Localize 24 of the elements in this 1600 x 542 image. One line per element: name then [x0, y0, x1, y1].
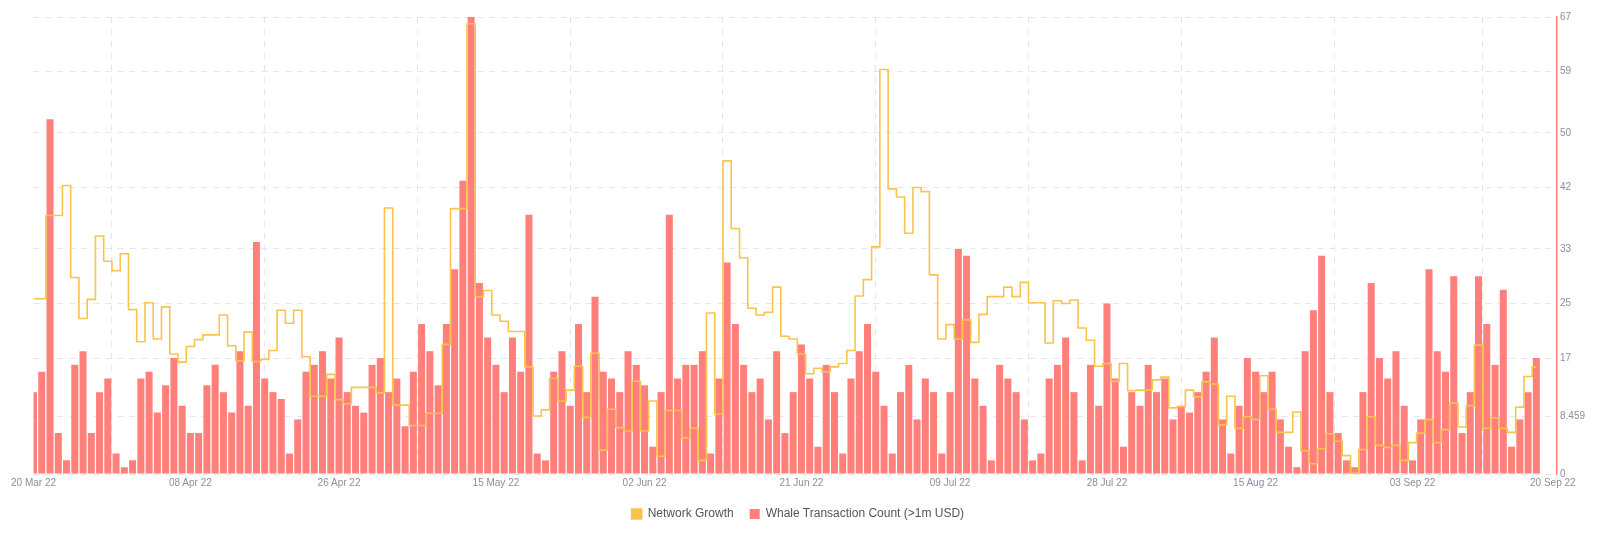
x-tick-label: 08 Apr 22 — [168, 476, 213, 488]
y-tick-label: 8.459 — [1559, 410, 1586, 422]
x-tick-label: 20 Sep 22 — [1530, 476, 1577, 488]
x-tick-label: 15 May 22 — [472, 476, 520, 488]
legend-label: Whale Transaction Count (>1m USD) — [765, 506, 965, 521]
x-tick-label: 28 Jul 22 — [1086, 476, 1128, 488]
y-tick-label: 17 — [1559, 351, 1572, 363]
x-tick-label: 15 Aug 22 — [1233, 476, 1279, 488]
y-tick-label: 25 — [1559, 297, 1572, 309]
y-tick-label: 0 — [1559, 467, 1566, 479]
y-tick-label: 67 — [1559, 10, 1572, 22]
x-tick-label: 26 Apr 22 — [317, 476, 361, 488]
x-tick-label: 02 Jun 22 — [622, 476, 667, 488]
y-tick-label: 50 — [1559, 126, 1572, 138]
x-tick-label: 03 Sep 22 — [1389, 476, 1436, 488]
legend-label: Network Growth — [647, 506, 734, 521]
y-tick-label: 42 — [1559, 181, 1572, 193]
x-tick-label: 21 Jun 22 — [779, 476, 824, 488]
x-tick-label: 20 Mar 22 — [11, 476, 57, 488]
y-tick-label: 33 — [1559, 242, 1572, 254]
y-tick-label: 59 — [1559, 65, 1572, 77]
x-tick-label: 09 Jul 22 — [929, 476, 971, 488]
bar — [38, 371, 46, 474]
bar — [1359, 392, 1367, 474]
